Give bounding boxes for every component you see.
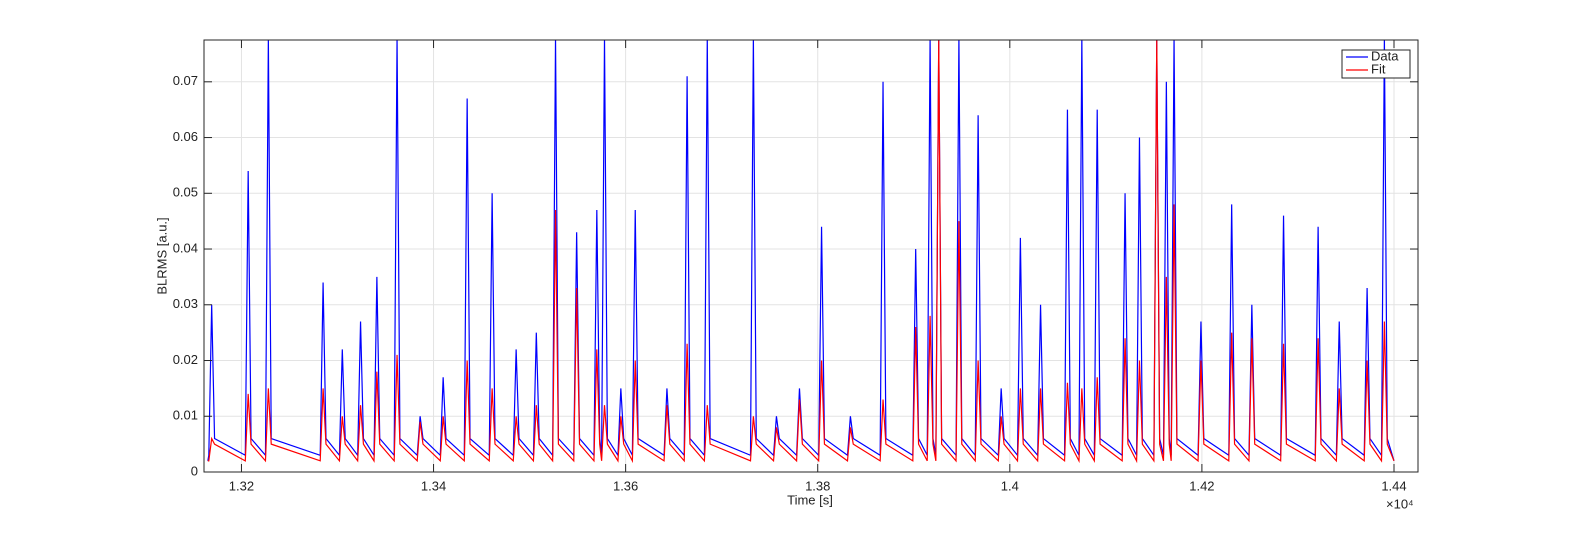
x-tick-label: 1.42 bbox=[1189, 478, 1214, 493]
axes: 1.32 1.34 1.36 1.38 1.4 1.42 1.44 0 0.01 0.02 0.03… bbox=[173, 39, 1419, 493]
x-tick-label: 1.32 bbox=[229, 478, 254, 493]
x-tick-label: 1.36 bbox=[613, 478, 638, 493]
lines bbox=[207, 40, 1395, 464]
y-tick-label: 0.01 bbox=[173, 408, 198, 423]
x-tick-label: 1.4 bbox=[1001, 478, 1019, 493]
axes-box bbox=[203, 39, 1419, 473]
x-tick-label: 1.44 bbox=[1381, 478, 1406, 493]
data-line bbox=[207, 40, 1395, 462]
plot-area bbox=[204, 40, 1418, 472]
y-tick-label: 0.02 bbox=[173, 352, 198, 367]
y-tick-label: 0.06 bbox=[173, 129, 198, 144]
legend-label: Data bbox=[1371, 48, 1399, 63]
x-tick-label: 1.38 bbox=[805, 478, 830, 493]
y-axis-label: BLRMS [a.u.] bbox=[154, 217, 169, 294]
legend-box bbox=[1341, 49, 1411, 79]
x-exponent: ×10⁴ bbox=[1386, 496, 1414, 511]
y-tick-label: 0.04 bbox=[173, 240, 198, 255]
y-tick-label: 0 bbox=[191, 463, 198, 478]
x-tick-label: 1.34 bbox=[421, 478, 446, 493]
data-line bbox=[207, 40, 1395, 464]
x-axis-label: Time [s] bbox=[787, 492, 833, 507]
y-tick-label: 0.05 bbox=[173, 185, 198, 200]
y-tick-label: 0.07 bbox=[173, 73, 198, 88]
grid bbox=[204, 40, 1418, 473]
legend-label: Fit bbox=[1371, 61, 1386, 76]
y-tick-label: 0.03 bbox=[173, 296, 198, 311]
